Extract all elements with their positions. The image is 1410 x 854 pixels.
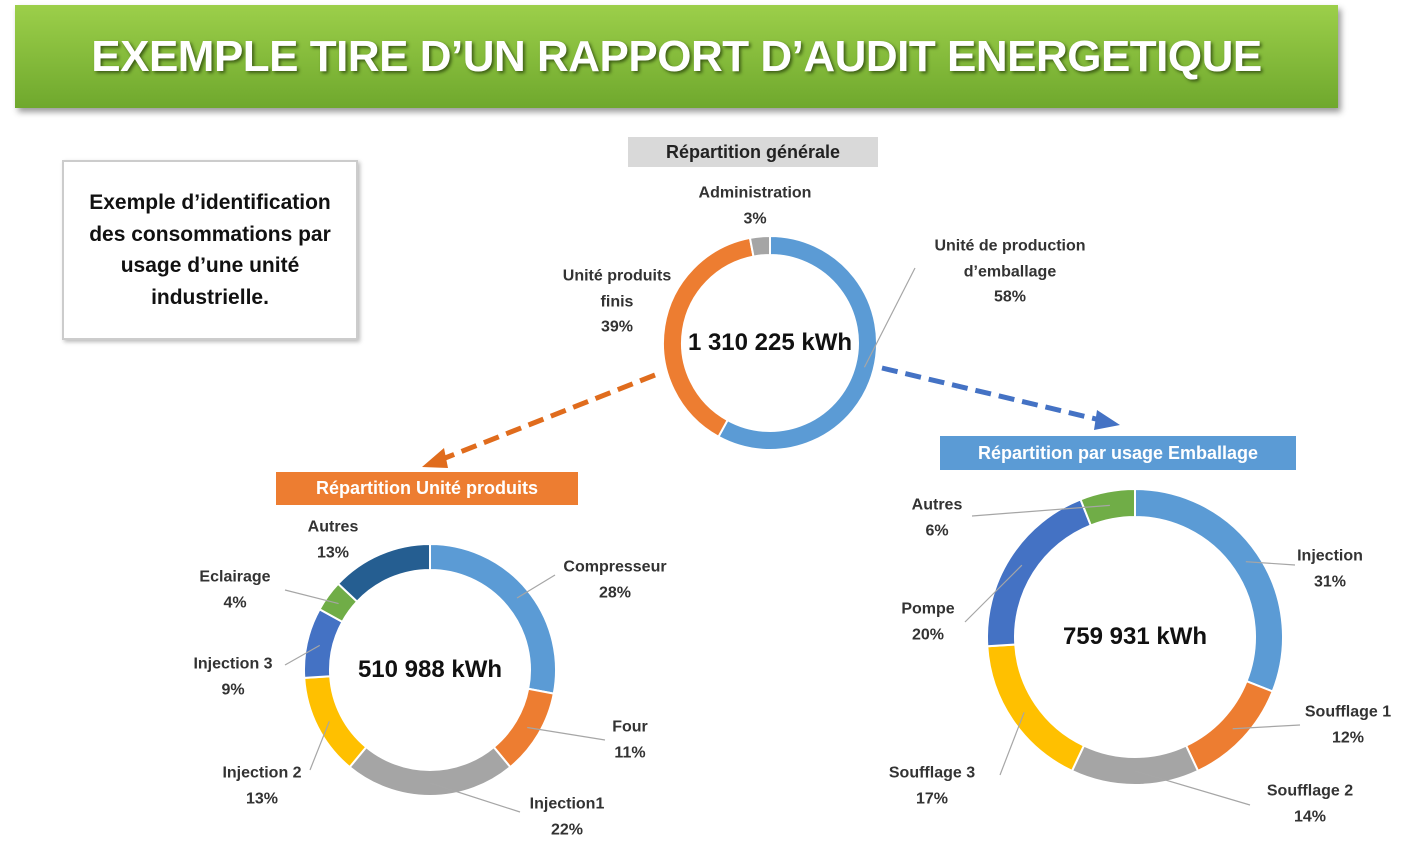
category-label: Four	[612, 718, 648, 736]
donut-slice	[748, 234, 771, 258]
arrow-left	[422, 372, 656, 468]
value-label: 58%	[993, 288, 1027, 306]
donut-slice	[1070, 744, 1200, 786]
category-label: Unité de production d’emballage	[934, 237, 1086, 281]
leader-line	[284, 644, 321, 666]
category-label: Injection1	[529, 795, 605, 813]
value-label: 4%	[223, 594, 247, 611]
leader-line	[971, 504, 1110, 517]
leader-line	[309, 721, 330, 771]
slice-label: Injection 31%	[1280, 543, 1380, 594]
slice-label: Soufflage 2 14%	[1250, 778, 1370, 829]
donut-slice	[303, 675, 368, 769]
category-label: Autres	[307, 518, 359, 536]
donut-slice	[492, 687, 555, 769]
slice-label: Administration 3%	[675, 180, 835, 231]
category-label: Compresseur	[563, 558, 667, 576]
slice-label: Soufflage 1 12%	[1288, 699, 1408, 750]
value-label: 13%	[316, 544, 350, 561]
value-label: 22%	[550, 821, 584, 838]
banner-title: EXEMPLE TIRE D’UN RAPPORT D’AUDIT ENERGE…	[15, 5, 1338, 108]
donut-slice	[986, 643, 1086, 773]
slice-label: Compresseur 28%	[535, 554, 695, 605]
value-label: 14%	[1293, 808, 1327, 825]
value-label: 31%	[1313, 573, 1347, 590]
value-label: 3%	[743, 210, 767, 227]
leader-line	[1232, 724, 1301, 730]
leader-line	[1245, 561, 1296, 566]
category-label: Injection 3	[193, 655, 273, 673]
leader-line	[863, 267, 916, 368]
slice-label: Autres 13%	[293, 514, 373, 565]
slice-label: Unité produits finis 39%	[547, 264, 687, 341]
value-label: 13%	[245, 790, 279, 807]
chart-title: Répartition Unité produits	[276, 472, 578, 505]
arrow-right	[881, 365, 1120, 430]
value-label: 17%	[915, 790, 949, 807]
center-total: 759 931 kWh	[1062, 623, 1208, 650]
value-label: 39%	[600, 318, 634, 336]
slice-label: Four 11%	[590, 714, 670, 765]
value-label: 11%	[614, 744, 646, 761]
center-total: 510 988 kWh	[357, 656, 503, 683]
value-label: 12%	[1331, 729, 1365, 746]
category-label: Pompe	[901, 600, 955, 618]
category-label: Injection	[1297, 547, 1363, 565]
slice-label: Injection1 22%	[512, 791, 622, 842]
chart-title: Répartition générale	[628, 137, 878, 167]
slice-label: Autres 6%	[897, 492, 977, 543]
category-label: Soufflage 2	[1266, 782, 1354, 800]
donut-slice	[1134, 487, 1284, 693]
slice-label: Eclairage 4%	[180, 564, 290, 615]
donut-slice	[336, 542, 431, 603]
leader-line	[527, 726, 606, 741]
category-label: Administration	[698, 184, 812, 202]
value-label: 28%	[598, 584, 632, 601]
category-label: Eclairage	[199, 568, 271, 586]
category-label: Injection 2	[222, 764, 302, 782]
leader-line	[1134, 770, 1251, 806]
leader-line	[999, 712, 1025, 776]
slice-label: Injection 3 9%	[173, 651, 293, 702]
leader-line	[284, 589, 339, 605]
center-total: 1 310 225 kWh	[687, 329, 853, 356]
slice-label: Soufflage 3 17%	[872, 760, 992, 811]
leader-line	[429, 782, 521, 813]
category-label: Autres	[911, 496, 963, 514]
leader-line	[516, 574, 556, 599]
category-label: Unité produits finis	[562, 267, 672, 311]
value-label: 6%	[925, 522, 949, 539]
donut-slice	[348, 745, 512, 797]
category-label: Soufflage 1	[1304, 703, 1392, 721]
slice-label: Pompe 20%	[883, 596, 973, 647]
chart-title: Répartition par usage Emballage	[940, 436, 1296, 470]
value-label: 9%	[221, 681, 245, 698]
donut-slice	[1079, 487, 1136, 527]
donut-slice	[1184, 679, 1274, 773]
leader-line	[964, 564, 1023, 623]
value-label: 20%	[911, 626, 945, 643]
slice-label: Injection 2 13%	[202, 760, 322, 811]
category-label: Soufflage 3	[888, 764, 976, 782]
slice-label: Unité de production d’emballage 58%	[910, 234, 1110, 311]
note-box: Exemple d’identification des consommatio…	[62, 160, 358, 340]
